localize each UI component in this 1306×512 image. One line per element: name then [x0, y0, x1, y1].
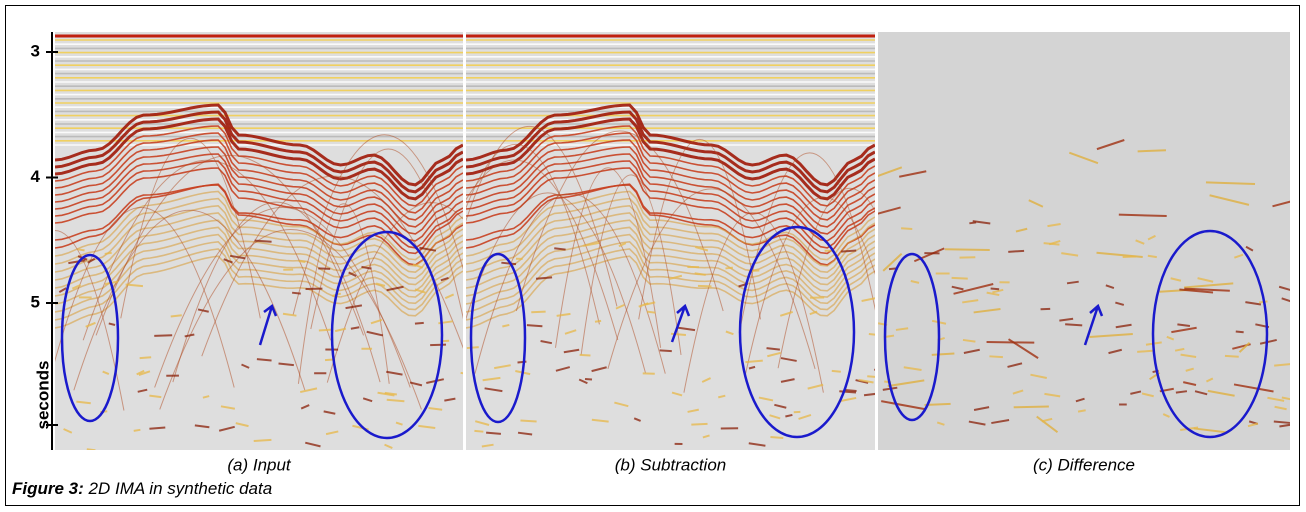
event — [292, 293, 301, 294]
event — [595, 321, 601, 322]
event — [430, 345, 446, 346]
event — [932, 353, 955, 354]
event — [531, 312, 545, 313]
event — [691, 424, 707, 425]
event — [832, 371, 841, 372]
panel-caption: (b) Subtraction — [615, 455, 727, 474]
event — [299, 261, 306, 262]
event — [698, 286, 712, 287]
event — [989, 356, 1002, 357]
event — [1065, 324, 1082, 325]
event — [660, 350, 672, 351]
panel-caption: (c) Difference — [1033, 455, 1135, 474]
event — [1008, 251, 1024, 252]
event — [1078, 410, 1086, 411]
event — [1138, 150, 1166, 151]
event — [134, 430, 141, 431]
event — [991, 288, 999, 289]
event — [255, 241, 272, 242]
event — [1014, 407, 1049, 408]
axis-label: seconds — [33, 361, 52, 430]
event — [171, 315, 182, 316]
event — [969, 222, 976, 223]
event — [671, 334, 686, 335]
seismic-image — [0, 32, 536, 450]
event — [1176, 391, 1187, 392]
event — [536, 277, 552, 278]
event — [580, 355, 591, 356]
event — [1236, 332, 1244, 333]
tick-label: 3 — [31, 41, 40, 60]
event — [1225, 356, 1239, 357]
event — [467, 347, 479, 348]
tick-label: 4 — [31, 167, 41, 186]
event — [520, 421, 536, 422]
event — [474, 431, 483, 432]
event — [952, 278, 968, 279]
event — [1148, 256, 1157, 257]
event — [987, 342, 1035, 343]
event — [585, 379, 592, 380]
tick-label: 5 — [31, 292, 40, 311]
figure-caption-text: 2D IMA in synthetic data — [88, 479, 273, 498]
event — [140, 357, 152, 358]
event — [486, 433, 501, 434]
figure-caption: Figure 3: 2D IMA in synthetic data — [12, 479, 272, 498]
event — [149, 427, 165, 428]
seismic-panel — [0, 32, 536, 450]
event — [1137, 351, 1152, 352]
event — [841, 251, 856, 252]
figure-label: Figure 3: — [12, 479, 84, 498]
event — [415, 323, 424, 324]
event — [725, 268, 732, 269]
event — [257, 359, 272, 360]
event — [527, 325, 542, 326]
event — [945, 249, 990, 250]
event — [105, 253, 112, 254]
panel-bg — [878, 32, 1290, 450]
figure: (a) Input (b) Subtraction (c) Difference 3… — [0, 0, 1306, 512]
event — [319, 330, 332, 331]
event — [254, 440, 272, 441]
event — [770, 437, 783, 438]
event — [1123, 256, 1137, 257]
event — [77, 249, 84, 250]
event — [901, 228, 912, 229]
panels: (a) Input (b) Subtraction (c) Difference — [0, 32, 1298, 474]
event — [647, 312, 655, 313]
event — [554, 248, 565, 249]
panel-caption: (a) Input — [227, 455, 292, 474]
event — [154, 335, 172, 336]
